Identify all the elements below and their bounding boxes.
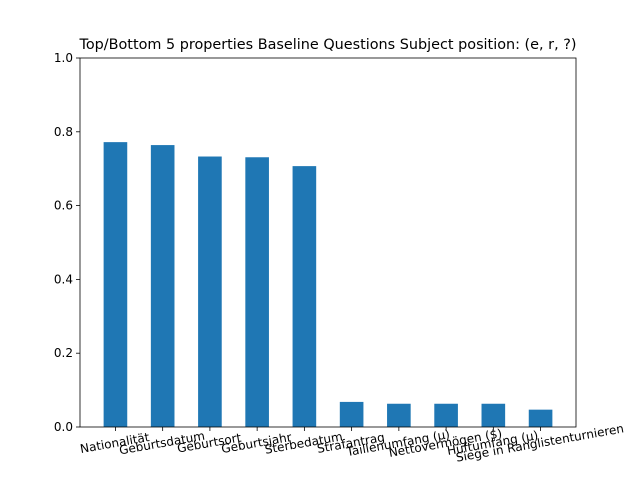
bars [103, 142, 553, 427]
y-tick-label: 0.0 [54, 420, 73, 434]
bar [434, 403, 458, 427]
bar [339, 401, 364, 427]
chart-title: Top/Bottom 5 properties Baseline Questio… [79, 37, 577, 53]
y-tick-label: 1.0 [54, 51, 73, 65]
bar [245, 157, 269, 427]
bar [481, 403, 506, 427]
y-tick-label: 0.6 [54, 199, 73, 213]
y-tick-label: 0.4 [54, 272, 73, 286]
y-axis: 0.0 0.2 0.4 0.6 0.8 1.0 [54, 51, 80, 434]
bar [528, 409, 553, 427]
y-tick-label: 0.8 [54, 125, 73, 139]
bar [387, 403, 411, 427]
bar [103, 142, 128, 427]
bar [292, 166, 317, 427]
y-tick-label: 0.2 [54, 346, 73, 360]
bar [150, 145, 175, 427]
bar [198, 156, 222, 427]
plot-frame [79, 57, 577, 428]
